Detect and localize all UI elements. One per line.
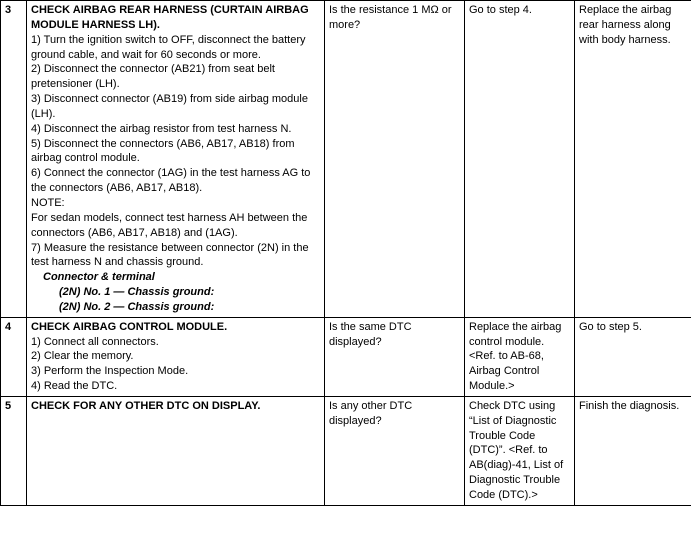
note-body: For sedan models, connect test harness A… [31, 212, 307, 239]
step-number: 5 [1, 396, 27, 505]
table-body: 3 CHECK AIRBAG REAR HARNESS (CURTAIN AIR… [1, 1, 691, 506]
step-item: 1) Turn the ignition switch to OFF, disc… [31, 34, 306, 61]
table-row: 3 CHECK AIRBAG REAR HARNESS (CURTAIN AIR… [1, 1, 691, 318]
step-item: 7) Measure the resistance between connec… [31, 242, 309, 269]
connector-line: (2N) No. 1 — Chassis ground: [31, 286, 214, 298]
step-item: 3) Perform the Inspection Mode. [31, 365, 188, 377]
no-cell: Go to step 5. [575, 317, 691, 396]
step-title: CHECK AIRBAG REAR HARNESS (CURTAIN AIRBA… [31, 4, 309, 31]
diagnostic-table: 3 CHECK AIRBAG REAR HARNESS (CURTAIN AIR… [0, 0, 691, 506]
step-cell: CHECK AIRBAG CONTROL MODULE. 1) Connect … [27, 317, 325, 396]
check-cell: Is any other DTC displayed? [325, 396, 465, 505]
yes-cell: Go to step 4. [465, 1, 575, 318]
step-item: 2) Clear the memory. [31, 350, 134, 362]
table-row: 5 CHECK FOR ANY OTHER DTC ON DISPLAY. Is… [1, 396, 691, 505]
step-item: 2) Disconnect the connector (AB21) from … [31, 63, 275, 90]
note-label: NOTE: [31, 197, 65, 209]
no-cell: Replace the airbag rear harness along wi… [575, 1, 691, 318]
check-cell: Is the resistance 1 MΩ or more? [325, 1, 465, 318]
yes-cell: Check DTC using “List of Diagnostic Trou… [465, 396, 575, 505]
step-item: 4) Read the DTC. [31, 380, 117, 392]
table-row: 4 CHECK AIRBAG CONTROL MODULE. 1) Connec… [1, 317, 691, 396]
step-cell: CHECK FOR ANY OTHER DTC ON DISPLAY. [27, 396, 325, 505]
check-cell: Is the same DTC displayed? [325, 317, 465, 396]
step-item: 5) Disconnect the connectors (AB6, AB17,… [31, 138, 295, 165]
step-item: 6) Connect the connector (1AG) in the te… [31, 167, 310, 194]
connector-line: (2N) No. 2 — Chassis ground: [31, 301, 214, 313]
yes-cell: Replace the airbag control module. <Ref.… [465, 317, 575, 396]
step-item: 1) Connect all connectors. [31, 336, 159, 348]
step-title: CHECK FOR ANY OTHER DTC ON DISPLAY. [31, 400, 260, 412]
step-number: 4 [1, 317, 27, 396]
step-item: 4) Disconnect the airbag resistor from t… [31, 123, 291, 135]
step-number: 3 [1, 1, 27, 318]
no-cell: Finish the diagnosis. [575, 396, 691, 505]
step-item: 3) Disconnect connector (AB19) from side… [31, 93, 308, 120]
connector-label: Connector & terminal [31, 271, 155, 283]
step-cell: CHECK AIRBAG REAR HARNESS (CURTAIN AIRBA… [27, 1, 325, 318]
step-title: CHECK AIRBAG CONTROL MODULE. [31, 321, 227, 333]
